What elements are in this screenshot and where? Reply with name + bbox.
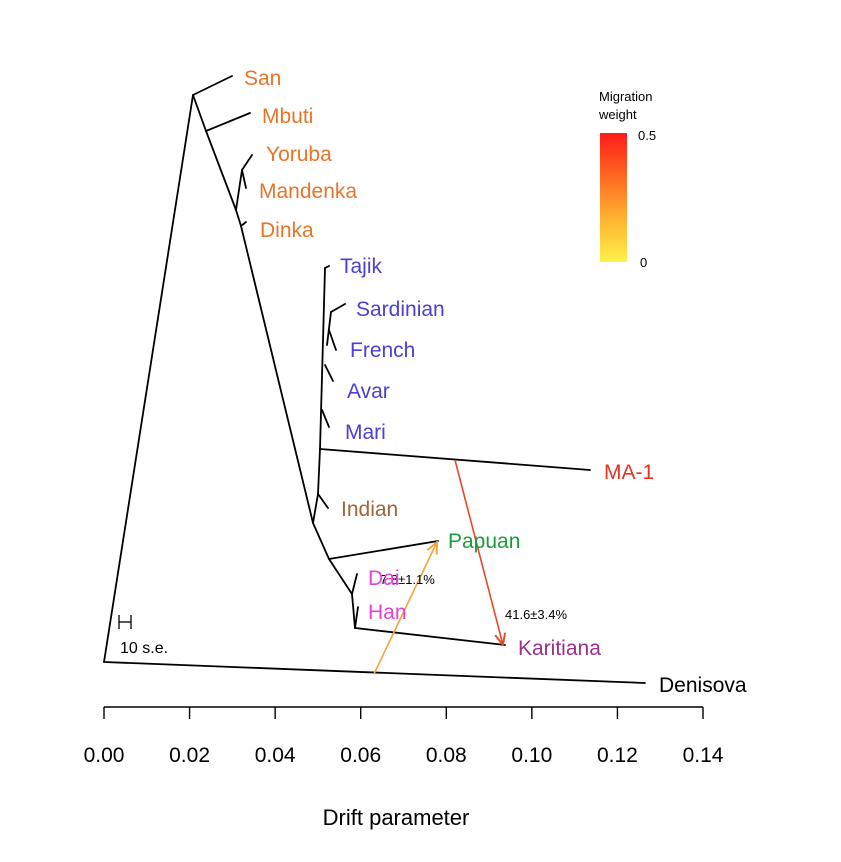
- tip-label-sardinian: Sardinian: [356, 298, 445, 321]
- branch-sardinian: [330, 303, 346, 313]
- scale-bar-label: 10 s.e.: [120, 640, 168, 657]
- branch-ma1: [319, 448, 591, 471]
- x-tick-label: 0.12: [597, 744, 638, 767]
- tip-label-san: San: [244, 67, 281, 90]
- tip-label-papuan: Papuan: [448, 530, 520, 553]
- branch-east-2: [328, 558, 353, 595]
- tip-label-mbuti: Mbuti: [262, 105, 313, 128]
- branch-east-stem: [312, 522, 330, 560]
- tip-label-mari: Mari: [345, 421, 386, 444]
- tree-branches: [103, 75, 646, 684]
- legend-min-label: 0: [640, 255, 647, 270]
- x-tick-label: 0.04: [255, 744, 296, 767]
- tip-labels: San Mbuti Yoruba Mandenka Dinka Tajik Sa…: [244, 67, 747, 697]
- branch-dai: [351, 573, 358, 595]
- branch-indian: [317, 493, 329, 509]
- tip-label-yoruba: Yoruba: [266, 143, 332, 166]
- branch-west-african-stem: [235, 169, 243, 211]
- migration-arrow-denisova-papuan: [373, 542, 437, 675]
- tip-label-french: French: [350, 339, 415, 362]
- branch-mari: [321, 409, 330, 428]
- x-tick-label: 0.06: [340, 744, 381, 767]
- branch-avar: [324, 364, 334, 382]
- branch-main-1: [192, 94, 207, 132]
- migration-label-ma1-karitiana: 41.6±3.4%: [505, 607, 568, 622]
- x-tick-label: 0.10: [511, 744, 552, 767]
- branch-root-human: [103, 94, 194, 663]
- tip-label-avar: Avar: [347, 380, 390, 403]
- branch-west-eurasian-2: [319, 267, 326, 450]
- branch-main-4: [240, 225, 314, 524]
- x-axis-ticks: 0.00 0.02 0.04 0.06 0.08 0.10 0.12 0.14: [84, 707, 724, 767]
- tip-label-tajik: Tajik: [340, 255, 383, 278]
- legend-max-label: 0.5: [638, 128, 656, 143]
- legend-title-line1: Migration: [599, 89, 652, 104]
- tip-label-dinka: Dinka: [260, 219, 314, 242]
- legend-title-line2: weight: [598, 107, 637, 122]
- branch-main-3: [235, 209, 242, 227]
- branch-san: [192, 75, 233, 96]
- branch-mbuti: [205, 112, 251, 132]
- x-axis-title: Drift parameter: [323, 805, 470, 830]
- x-tick-label: 0.14: [683, 744, 724, 767]
- branch-west-eurasian-stem: [317, 448, 321, 495]
- migration-label-denisova-papuan: 7.8±1.1%: [380, 572, 435, 587]
- scale-bar: [118, 615, 132, 629]
- migration-weight-legend: Migration weight 0.5 0: [598, 89, 656, 270]
- tip-label-indian: Indian: [341, 498, 398, 521]
- branch-french-stem: [326, 311, 332, 346]
- tip-label-karitiana: Karitiana: [518, 637, 601, 660]
- branch-tajik: [324, 265, 330, 269]
- tip-label-dai: Dai: [368, 567, 400, 590]
- branch-yoruba: [241, 154, 253, 171]
- x-axis: 0.00 0.02 0.04 0.06 0.08 0.10 0.12 0.14: [84, 706, 724, 767]
- tip-label-ma1: MA-1: [604, 461, 654, 484]
- branch-dinka: [240, 221, 247, 227]
- branch-east-3: [351, 593, 356, 629]
- tip-label-han: Han: [368, 601, 407, 624]
- migration-arrow-ma1-karitiana: [454, 459, 503, 645]
- x-tick-label: 0.08: [426, 744, 467, 767]
- tip-label-mandenka: Mandenka: [259, 180, 357, 203]
- branch-mandenka: [241, 169, 247, 189]
- branch-han: [354, 606, 359, 629]
- migration-edges: 41.6±3.4% 7.8±1.1%: [373, 459, 568, 675]
- tip-label-denisova: Denisova: [659, 674, 747, 697]
- branch-karitiana: [354, 627, 506, 646]
- legend-color-bar: [600, 133, 627, 262]
- branch-french: [328, 329, 337, 351]
- branch-main-2: [205, 130, 237, 211]
- branch-papuan: [328, 540, 439, 560]
- x-tick-label: 0.02: [169, 744, 210, 767]
- branch-eurasian-stem: [312, 493, 319, 524]
- x-tick-label: 0.00: [84, 744, 125, 767]
